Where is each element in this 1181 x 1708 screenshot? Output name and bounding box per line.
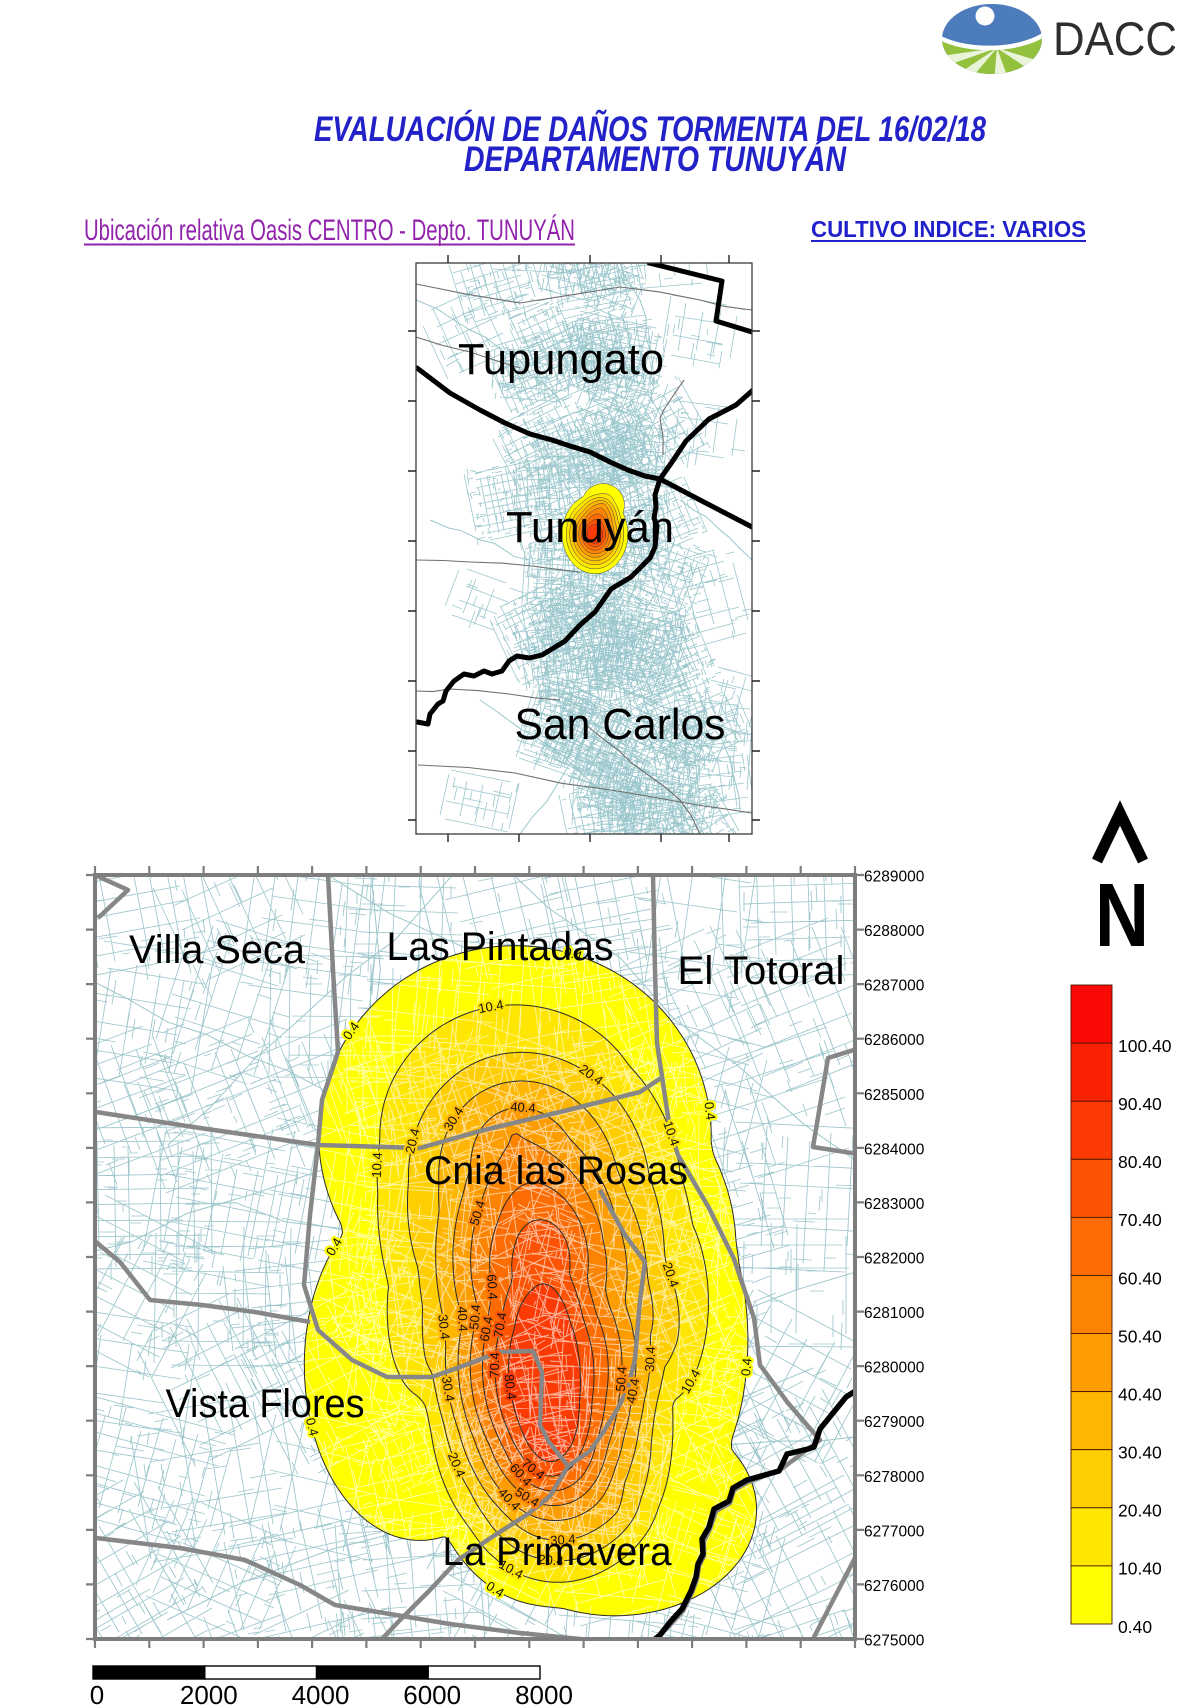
svg-text:30.4: 30.4: [435, 1314, 453, 1341]
svg-text:Villa Seca: Villa Seca: [129, 928, 306, 972]
svg-text:60.4: 60.4: [484, 1274, 500, 1300]
svg-text:Las Pintadas: Las Pintadas: [387, 925, 614, 969]
svg-text:DEPARTAMENTO TUNUYÁN: DEPARTAMENTO TUNUYÁN: [464, 140, 847, 179]
svg-text:10.40: 10.40: [1118, 1559, 1162, 1579]
svg-text:6288000: 6288000: [864, 923, 925, 940]
svg-text:10.4: 10.4: [369, 1152, 385, 1178]
svg-text:20.4: 20.4: [538, 1552, 565, 1569]
svg-text:2000: 2000: [180, 1680, 238, 1708]
svg-text:6289000: 6289000: [864, 869, 925, 886]
svg-text:80.40: 80.40: [1118, 1152, 1162, 1172]
svg-text:6280000: 6280000: [864, 1360, 925, 1377]
svg-text:40.40: 40.40: [1118, 1384, 1162, 1404]
svg-text:6000: 6000: [403, 1680, 461, 1708]
svg-text:0.40: 0.40: [1118, 1617, 1152, 1637]
svg-text:6284000: 6284000: [864, 1141, 925, 1158]
svg-text:30.4: 30.4: [439, 1375, 458, 1402]
svg-text:0: 0: [90, 1680, 104, 1708]
svg-text:20.40: 20.40: [1118, 1501, 1162, 1521]
svg-text:60.40: 60.40: [1118, 1268, 1162, 1288]
svg-text:0.4: 0.4: [738, 1357, 755, 1376]
svg-text:EVALUACIÓN DE DAÑOS TORMENTA D: EVALUACIÓN DE DAÑOS TORMENTA DEL 16/02/1…: [314, 109, 986, 149]
svg-text:6276000: 6276000: [864, 1578, 925, 1595]
svg-text:Tunuyán: Tunuyán: [506, 503, 674, 552]
svg-text:50.4: 50.4: [466, 1304, 483, 1331]
svg-text:6279000: 6279000: [864, 1414, 925, 1431]
svg-text:6281000: 6281000: [864, 1305, 925, 1322]
svg-text:6278000: 6278000: [864, 1469, 925, 1486]
svg-text:6282000: 6282000: [864, 1251, 925, 1268]
svg-text:Cnia las Rosas: Cnia las Rosas: [424, 1149, 688, 1193]
svg-text:30.40: 30.40: [1118, 1443, 1162, 1463]
svg-text:6285000: 6285000: [864, 1087, 925, 1104]
svg-text:6277000: 6277000: [864, 1523, 925, 1540]
svg-text:30.4: 30.4: [550, 1531, 576, 1548]
svg-text:50.4: 50.4: [613, 1366, 630, 1392]
svg-text:6283000: 6283000: [864, 1196, 925, 1213]
svg-text:Ubicación relativa Oasis CENTR: Ubicación relativa Oasis CENTRO - Depto.…: [84, 214, 575, 247]
svg-text:70.4: 70.4: [487, 1352, 502, 1378]
svg-text:6287000: 6287000: [864, 978, 925, 995]
svg-text:100.40: 100.40: [1118, 1036, 1172, 1056]
svg-text:60.4: 60.4: [477, 1315, 496, 1343]
svg-text:El Totoral: El Totoral: [678, 949, 845, 993]
svg-text:Tupungato: Tupungato: [458, 335, 664, 384]
svg-text:Vista Flores: Vista Flores: [166, 1382, 365, 1426]
svg-text:80.4: 80.4: [501, 1373, 519, 1400]
svg-text:70.4: 70.4: [491, 1311, 510, 1339]
svg-text:6275000: 6275000: [864, 1633, 925, 1650]
svg-text:40.4: 40.4: [623, 1377, 642, 1405]
svg-text:San Carlos: San Carlos: [515, 700, 726, 749]
svg-text:4000: 4000: [292, 1680, 350, 1708]
svg-text:La Primavera: La Primavera: [443, 1530, 673, 1574]
svg-text:DACC: DACC: [1053, 12, 1177, 65]
svg-text:N: N: [1095, 866, 1149, 966]
svg-text:70.40: 70.40: [1118, 1210, 1162, 1230]
svg-text:6286000: 6286000: [864, 1032, 925, 1049]
svg-text:0.4: 0.4: [701, 1101, 718, 1121]
svg-text:8000: 8000: [515, 1680, 573, 1708]
svg-text:CULTIVO INDICE: VARIOS: CULTIVO INDICE: VARIOS: [811, 216, 1086, 242]
svg-text:10.4: 10.4: [477, 997, 505, 1016]
svg-text:40.4: 40.4: [455, 1306, 471, 1332]
svg-text:30.4: 30.4: [642, 1346, 658, 1372]
svg-text:90.40: 90.40: [1118, 1094, 1162, 1114]
svg-text:40.4: 40.4: [510, 1099, 536, 1116]
svg-text:50.40: 50.40: [1118, 1326, 1162, 1346]
svg-text:0.4: 0.4: [303, 1416, 322, 1437]
